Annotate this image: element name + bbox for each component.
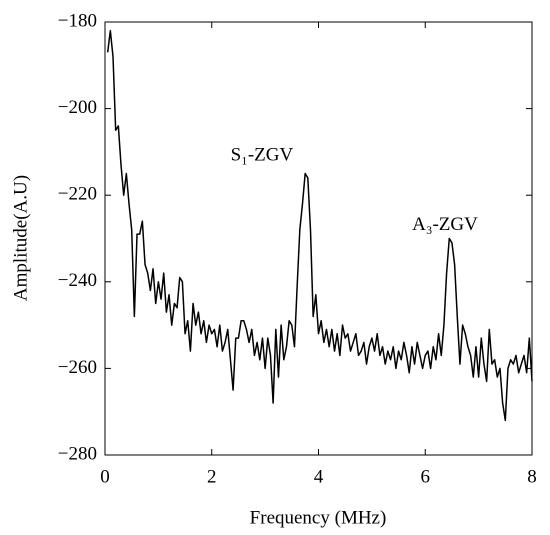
x-tick-label: 6 — [421, 466, 431, 487]
y-axis-label: Amplitude(A.U) — [10, 175, 31, 301]
data-line — [106, 29, 533, 422]
y-tick-label: −200 — [58, 97, 97, 118]
y-tick-label: −260 — [58, 357, 97, 378]
y-tick-label: −180 — [58, 10, 97, 31]
x-tick-label: 8 — [527, 466, 537, 487]
x-tick-label: 0 — [100, 466, 110, 487]
y-tick-label: −220 — [58, 184, 97, 205]
annotation: S₁-ZGV — [231, 145, 294, 166]
x-tick-label: 2 — [207, 466, 217, 487]
x-axis-label: Frequency (MHz) — [250, 507, 387, 528]
y-tick-label: −240 — [58, 270, 97, 291]
y-tick-label: −280 — [58, 443, 97, 464]
x-tick-label: 4 — [314, 466, 324, 487]
annotation: A₃-ZGV — [412, 214, 478, 235]
plot-frame — [104, 21, 533, 456]
